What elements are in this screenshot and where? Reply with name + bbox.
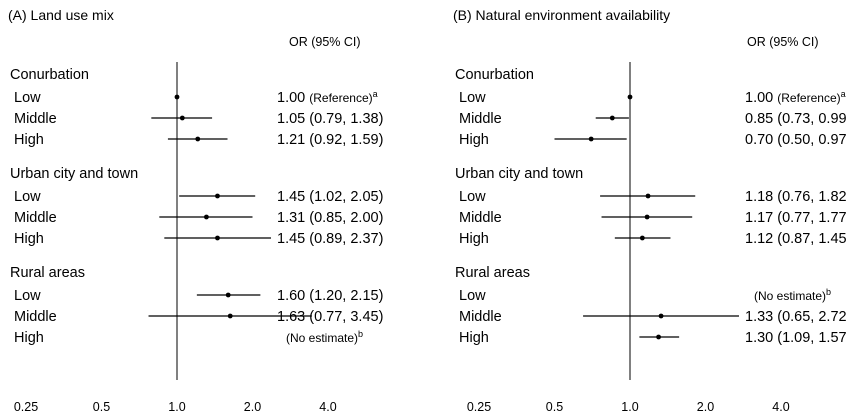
or-ci-text: 1.00 (Reference)a (277, 89, 378, 106)
row-label: Low (459, 90, 486, 106)
or-ci-text: 1.00 (Reference)a (745, 89, 846, 106)
or-ci-text: 1.18 (0.76, 1.82 (745, 189, 847, 205)
row-label: High (459, 330, 489, 346)
or-ci-text: 1.30 (1.09, 1.57 (745, 330, 847, 346)
row-label: Low (459, 288, 486, 304)
point-estimate (174, 94, 180, 100)
or-ci-text: 0.85 (0.73, 0.99 (745, 111, 847, 127)
x-tick-label: 2.0 (244, 400, 261, 414)
group-label: Conurbation (455, 67, 534, 83)
point-estimate (609, 115, 615, 121)
point-estimate (639, 235, 645, 241)
group-label: Urban city and town (10, 166, 138, 182)
row-label: Middle (14, 210, 57, 226)
point-estimate (644, 214, 650, 220)
point-estimate (215, 193, 220, 199)
or-ci-text: 1.05 (0.79, 1.38) (277, 111, 383, 127)
x-tick-label: 2.0 (697, 400, 714, 414)
or-ci-text: 1.63 (0.77, 3.45) (277, 309, 383, 325)
or-ci-text: 1.45 (0.89, 2.37) (277, 231, 383, 247)
x-tick-label: 4.0 (772, 400, 789, 414)
row-label: Middle (459, 210, 502, 226)
x-tick-label: 0.5 (546, 400, 563, 414)
or-ci-text: 1.31 (0.85, 2.00) (277, 210, 383, 226)
group-label: Urban city and town (455, 166, 583, 182)
row-label: High (14, 231, 44, 247)
panel-natural-environment: (B) Natural environment availability OR (… (453, 7, 847, 414)
row-label: High (14, 330, 44, 346)
group-label: Conurbation (10, 67, 89, 83)
or-ci-text: 1.33 (0.65, 2.72 (745, 309, 847, 325)
row-label: High (459, 231, 489, 247)
x-tick-label: 1.0 (168, 400, 185, 414)
or-ci-text: 1.60 (1.20, 2.15) (277, 288, 383, 304)
group-label: Rural areas (10, 265, 85, 281)
row-label: Middle (14, 309, 57, 325)
no-estimate-text: (No estimate)b (286, 329, 363, 345)
x-tick-label: 4.0 (319, 400, 336, 414)
row-label: Low (14, 90, 41, 106)
row-label: Middle (14, 111, 57, 127)
point-estimate (195, 136, 201, 142)
row-label: High (14, 132, 44, 148)
or-ci-text: 1.45 (1.02, 2.05) (277, 189, 383, 205)
point-estimate (656, 334, 661, 340)
no-estimate-text: (No estimate)b (754, 287, 831, 303)
point-estimate (627, 94, 633, 100)
point-estimate (645, 193, 651, 199)
point-estimate (225, 292, 231, 298)
point-estimate (588, 136, 594, 142)
point-estimate (179, 115, 185, 121)
row-label: Low (14, 189, 41, 205)
point-estimate (204, 214, 209, 220)
panel-title: (A) Land use mix (8, 7, 114, 23)
x-tick-label: 0.5 (93, 400, 110, 414)
panel-land-use-mix: (A) Land use mix OR (95% CI) 0.25 0.5 1.0 2.0… (8, 7, 383, 414)
point-estimate (215, 235, 220, 241)
or-ci-text: 1.12 (0.87, 1.45 (745, 231, 847, 247)
panel-title: (B) Natural environment availability (453, 7, 670, 23)
or-column-header: OR (95% CI) (289, 35, 361, 49)
x-tick-label: 0.25 (14, 400, 38, 414)
point-estimate (658, 313, 664, 319)
row-label: Middle (459, 111, 502, 127)
point-estimate (227, 313, 233, 319)
row-label: Middle (459, 309, 502, 325)
row-label: High (459, 132, 489, 148)
or-ci-text: 1.17 (0.77, 1.77 (745, 210, 847, 226)
or-ci-text: 1.21 (0.92, 1.59) (277, 132, 383, 148)
or-ci-text: 0.70 (0.50, 0.97 (745, 132, 847, 148)
group-label: Rural areas (455, 265, 530, 281)
x-tick-label: 1.0 (621, 400, 638, 414)
x-tick-label: 0.25 (467, 400, 491, 414)
row-label: Low (14, 288, 41, 304)
row-label: Low (459, 189, 486, 205)
or-column-header: OR (95% CI) (747, 35, 819, 49)
